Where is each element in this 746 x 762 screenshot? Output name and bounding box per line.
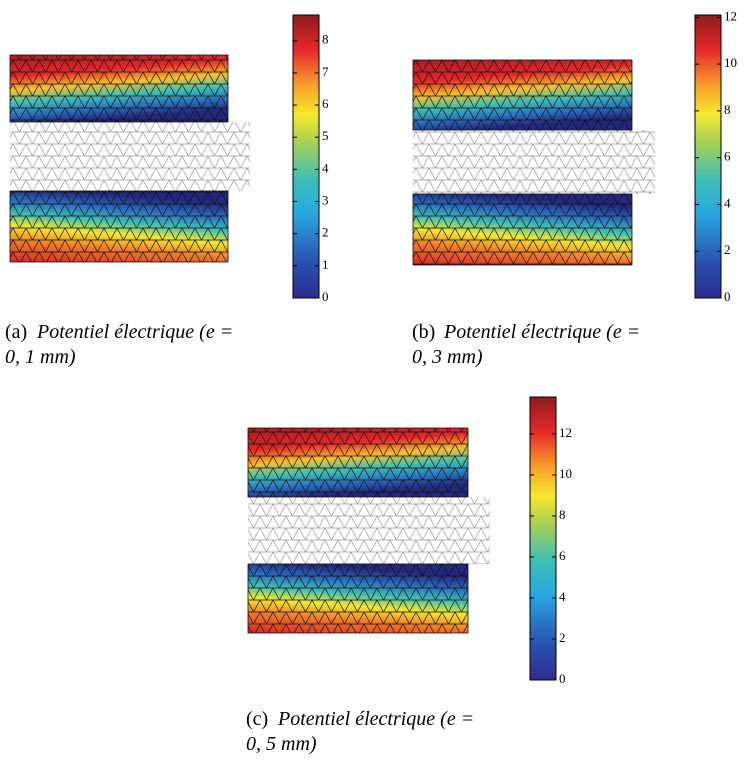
- colorbar: [529, 396, 557, 681]
- electrode-bottom-mesh: [247, 563, 469, 634]
- electrode-top-mesh: [247, 427, 469, 498]
- mesh-insulator-grid: [248, 497, 490, 564]
- electrode-bottom-mesh: [412, 193, 633, 266]
- colorbar: [694, 14, 722, 299]
- electrode-bottom-mesh: [9, 190, 229, 263]
- panel: 0 1 2 3 4 5 6 7 8 (a) Potentiel électrique (e = 0, …: [5, 14, 329, 368]
- colorbar-tick-label: 8: [322, 32, 329, 47]
- colorbar-tick-label: 2: [559, 630, 566, 645]
- electrode-top-mesh: [412, 59, 633, 131]
- colorbar-tick-label: 7: [322, 64, 329, 79]
- panel: 0 2 4 6 8 10 12 (b) Potentiel électrique (e = 0, …: [412, 8, 737, 368]
- caption-line: 0, 5 mm): [246, 733, 317, 755]
- colorbar-tick-label: 3: [322, 193, 329, 208]
- colorbar: [292, 14, 320, 299]
- caption-line: Potentiel électrique (e =: [277, 708, 474, 730]
- colorbar-tick-label: 4: [559, 589, 566, 604]
- colorbar-tick-label: 6: [322, 96, 329, 111]
- colorbar-tick-label: 12: [559, 425, 572, 440]
- caption-label: (b): [412, 321, 435, 343]
- caption-line: 0, 1 mm): [5, 346, 76, 368]
- colorbar-tick-label: 4: [322, 160, 329, 175]
- mesh-insulator-grid: [10, 122, 250, 191]
- colorbar-tick-label: 4: [724, 195, 731, 210]
- panel: 0 2 4 6 8 10 12 (c) Potentiel électrique (e = 0, …: [246, 396, 572, 755]
- colorbar-tick-label: 8: [559, 507, 566, 522]
- colorbar-tick-label: 10: [559, 466, 572, 481]
- caption-label: (a): [5, 321, 27, 343]
- colorbar-tick-label: 0: [724, 289, 731, 304]
- mesh-insulator-grid: [413, 130, 655, 194]
- colorbar-tick-label: 1: [322, 257, 329, 272]
- caption-line: 0, 3 mm): [412, 346, 483, 368]
- colorbar-tick-label: 12: [724, 8, 737, 23]
- caption-line: Potentiel électrique (e =: [443, 321, 640, 343]
- colorbar-tick-label: 0: [322, 289, 329, 304]
- colorbar-tick-label: 5: [322, 128, 329, 143]
- colorbar-tick-label: 6: [559, 548, 566, 563]
- caption-label: (c): [246, 708, 268, 730]
- colorbar-tick-label: 6: [724, 149, 731, 164]
- colorbar-tick-label: 10: [724, 55, 737, 70]
- colorbar-tick-label: 2: [322, 225, 329, 240]
- caption-line: Potentiel électrique (e =: [36, 321, 233, 343]
- colorbar-tick-label: 2: [724, 242, 731, 257]
- electrode-top-mesh: [9, 54, 229, 123]
- colorbar-tick-label: 8: [724, 102, 731, 117]
- colorbar-tick-label: 0: [559, 671, 566, 686]
